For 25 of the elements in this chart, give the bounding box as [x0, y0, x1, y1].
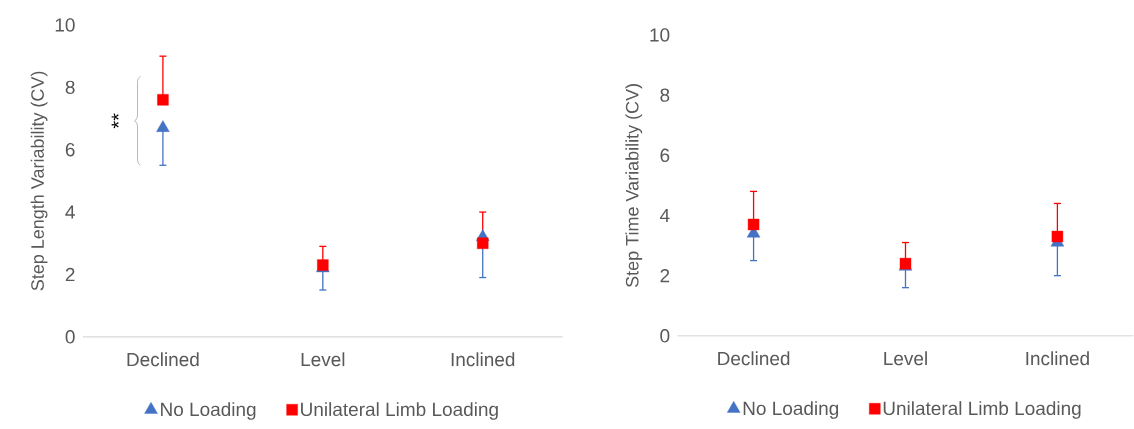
legend-label: No Loading [161, 402, 256, 420]
y-tick-label: 10 [55, 18, 75, 32]
y-tick-label: 6 [660, 148, 670, 163]
y-tick-label: 6 [65, 143, 75, 157]
y-axis-title: Step Time Variability (CV) [625, 84, 643, 288]
y-tick-label: 10 [650, 28, 670, 42]
y-tick-label: 0 [65, 330, 75, 344]
legend-label: No Loading [743, 401, 839, 419]
y-tick-label: 4 [65, 205, 75, 219]
x-tick-label: Declined [127, 352, 199, 367]
y-tick-label: 2 [660, 269, 670, 283]
y-tick-label: 0 [660, 329, 670, 343]
x-tick-label: Level [301, 352, 345, 367]
annotation: ** [111, 113, 119, 129]
legend-label: Unilateral Limb Loading [883, 401, 1081, 419]
x-tick-label: Inclined [451, 352, 515, 367]
x-tick-label: Declined [718, 351, 790, 366]
y-tick-label: 2 [65, 267, 75, 282]
y-tick-label: 8 [65, 80, 75, 95]
x-tick-label: Inclined [1026, 351, 1089, 366]
x-tick-label: Level [884, 351, 927, 366]
legend-label: Unilateral Limb Loading [301, 402, 498, 420]
y-tick-label: 8 [660, 88, 670, 102]
y-axis-title: Step Length Variability (CV) [30, 71, 48, 291]
y-tick-label: 4 [659, 209, 670, 223]
